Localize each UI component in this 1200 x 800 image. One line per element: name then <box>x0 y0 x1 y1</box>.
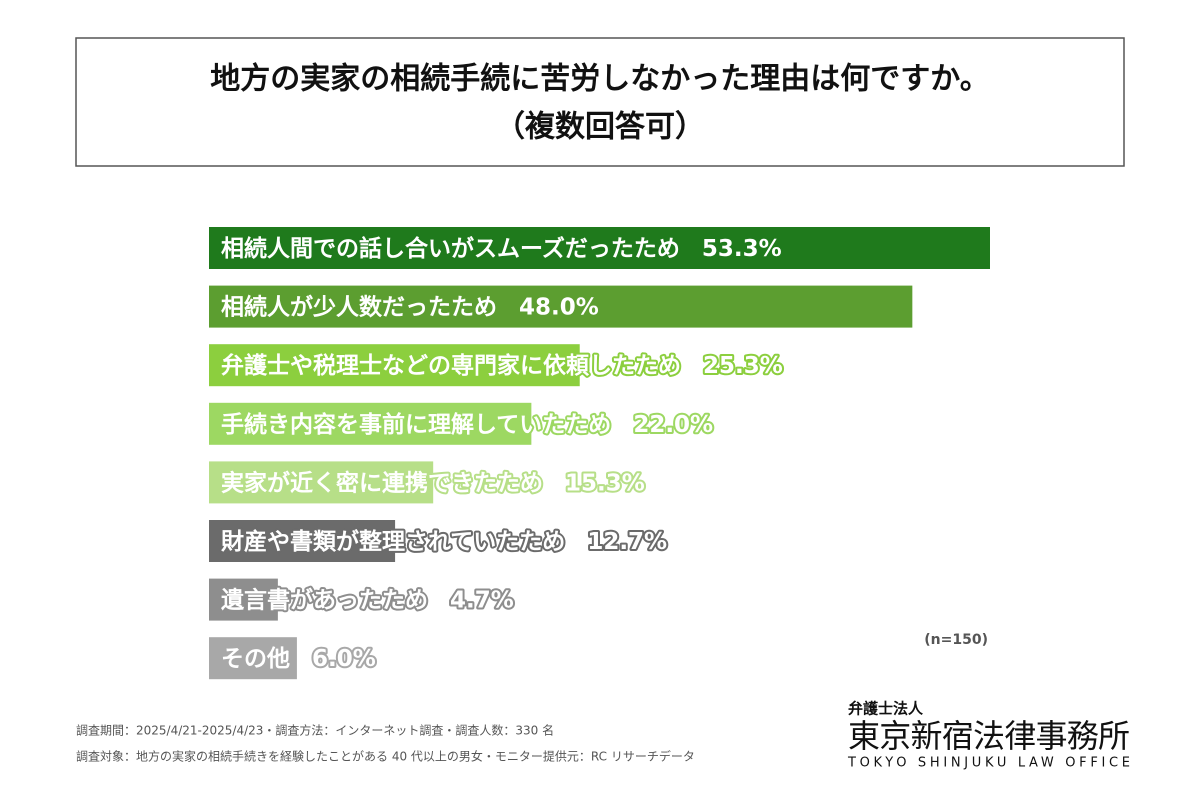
bar-label: その他 6.0% <box>221 646 376 672</box>
bar <box>209 637 297 680</box>
chart-subtitle: （複数回答可） <box>495 110 705 145</box>
bar <box>209 402 532 445</box>
category-label: 財産や書類が整理されていたため <box>221 528 565 555</box>
value-label: 6.0% <box>312 646 376 672</box>
bar <box>209 520 396 562</box>
bar-label: 相続人が少人数だったため 48.0% <box>221 293 599 320</box>
footnote: 調査期間：2025/4/21-2025/4/23・調査方法：インターネット調査・… <box>76 723 554 738</box>
value-label: 48.0% <box>519 294 599 320</box>
bar-label: 弁護士や税理士などの専門家に依頼したため 25.3% <box>221 352 783 379</box>
bar <box>209 344 580 387</box>
bar <box>209 578 278 621</box>
value-label: 25.3% <box>703 353 783 379</box>
category-label: その他 <box>221 646 290 672</box>
category-label: 手続き内容を事前に理解していたため <box>221 410 611 437</box>
bar <box>209 227 990 269</box>
title-box <box>75 37 1125 167</box>
logo-small: 弁護士法人 <box>848 700 924 718</box>
note: (n=150) <box>924 632 988 648</box>
value-label: 22.0% <box>633 411 713 437</box>
bar <box>209 285 913 328</box>
category-label: 遺言書があったため <box>221 586 428 613</box>
bar-label: 実家が近く密に連携できたため 15.3% <box>221 469 645 496</box>
bar-label: 遺言書があったため 4.7% <box>221 586 514 613</box>
bar-label: 財産や書類が整理されていたため 12.7% <box>221 528 667 555</box>
value-label: 12.7% <box>587 529 667 555</box>
chart-title: 地方の実家の相続手続に苦労しなかった理由は何ですか。 <box>210 62 989 97</box>
category-label: 実家が近く密に連携できたため <box>221 469 543 496</box>
category-label: 弁護士や税理士などの専門家に依頼したため <box>221 352 681 379</box>
logo-en: TOKYO SHINJUKU LAW OFFICE <box>847 756 1130 771</box>
category-label: 相続人間での話し合いがスムーズだったため <box>221 235 680 262</box>
value-label: 53.3% <box>702 236 782 262</box>
category-label: 相続人が少人数だったため <box>221 293 497 320</box>
bar <box>209 461 434 504</box>
bar-label: 相続人間での話し合いがスムーズだったため 53.3% <box>221 235 782 262</box>
footnote: 調査対象：地方の実家の相続手続きを経験したことがある 40 代以上の男女・モニタ… <box>76 749 695 764</box>
logo-main: 東京新宿法律事務所 <box>848 717 1130 755</box>
bar-label: 手続き内容を事前に理解していたため 22.0% <box>221 410 713 437</box>
value-label: 15.3% <box>565 470 645 496</box>
value-label: 4.7% <box>450 587 514 613</box>
